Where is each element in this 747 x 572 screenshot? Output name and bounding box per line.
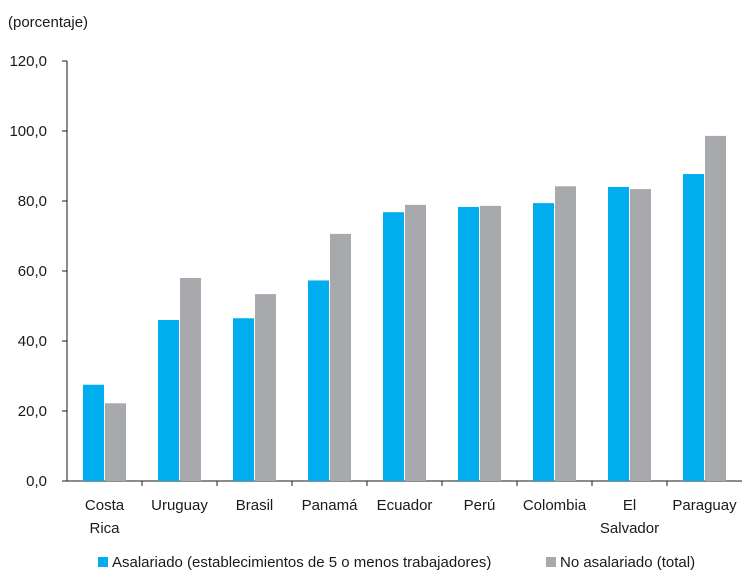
y-tick-label: 0,0 bbox=[26, 473, 47, 490]
category-labels: Costa Rica Uruguay Brasil Panamá Ecuador Perú C… bbox=[85, 497, 737, 537]
x-tick-label: Costa bbox=[85, 497, 125, 514]
y-tick-label: 80,0 bbox=[18, 193, 47, 210]
y-tick-label: 40,0 bbox=[18, 333, 47, 350]
y-tick-label: 20,0 bbox=[18, 403, 47, 420]
bar-no-asalariado bbox=[180, 278, 201, 481]
x-tick-label: Brasil bbox=[236, 497, 274, 514]
axes: 0,0 20,0 40,0 60,0 80,0 100,0 120,0 bbox=[9, 53, 742, 490]
bar-asalariado bbox=[158, 320, 179, 481]
bar-asalariado bbox=[308, 280, 329, 481]
legend: Asalariado (establecimientos de 5 o meno… bbox=[98, 554, 695, 571]
bar-asalariado bbox=[233, 318, 254, 481]
bar-asalariado bbox=[458, 206, 479, 481]
y-axis-unit-label: (porcentaje) bbox=[8, 14, 88, 31]
bar-asalariado bbox=[683, 174, 704, 482]
x-tick-label: El bbox=[623, 497, 636, 514]
bar-no-asalariado bbox=[330, 233, 351, 481]
x-tick-label: Colombia bbox=[523, 497, 587, 514]
y-tick-label: 60,0 bbox=[18, 263, 47, 280]
x-tick-label: Panamá bbox=[302, 497, 359, 514]
bar-no-asalariado bbox=[105, 403, 126, 481]
legend-label: No asalariado (total) bbox=[560, 554, 695, 571]
x-tick-label: Salvador bbox=[600, 520, 659, 537]
bars bbox=[83, 135, 726, 482]
x-tick-label: Perú bbox=[464, 497, 496, 514]
y-tick-label: 120,0 bbox=[9, 53, 47, 70]
bar-no-asalariado bbox=[480, 205, 501, 481]
bar-no-asalariado bbox=[555, 186, 576, 482]
x-tick-label: Ecuador bbox=[377, 497, 433, 514]
bar-asalariado bbox=[533, 203, 554, 481]
legend-label: Asalariado (establecimientos de 5 o meno… bbox=[112, 554, 491, 571]
bar-asalariado bbox=[83, 384, 104, 481]
x-tick-label: Paraguay bbox=[672, 497, 737, 514]
bar-no-asalariado bbox=[405, 204, 426, 481]
x-tick-label: Rica bbox=[89, 520, 120, 537]
x-tick-label: Uruguay bbox=[151, 497, 208, 514]
y-tick-label: 100,0 bbox=[9, 123, 47, 140]
bar-no-asalariado bbox=[255, 294, 276, 481]
bar-no-asalariado bbox=[705, 135, 726, 481]
bar-asalariado bbox=[608, 187, 629, 481]
legend-swatch bbox=[98, 557, 108, 567]
legend-swatch bbox=[546, 557, 556, 567]
bar-asalariado bbox=[383, 212, 404, 481]
bar-no-asalariado bbox=[630, 189, 651, 481]
